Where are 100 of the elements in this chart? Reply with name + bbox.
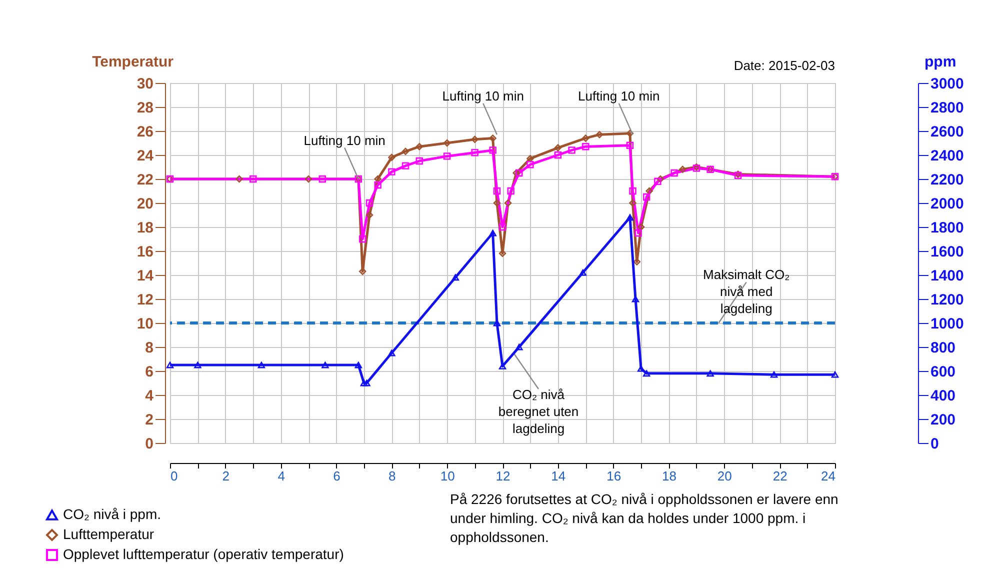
point — [831, 371, 839, 378]
point — [443, 152, 451, 160]
y-tick-label: 22 — [136, 172, 154, 188]
x-tick-label: 22 — [772, 468, 788, 484]
point — [489, 230, 496, 236]
y2-tick-label: 200 — [930, 412, 956, 428]
text: På 2226 forutsettes at CO₂ nivå i oppholdssonen er lavere enn under himling. CO₂ nivå kan da holdes under 1000 ppm. i oppholdssonen. — [450, 491, 838, 545]
point — [366, 211, 374, 219]
y2-tick-label: 2600 — [930, 124, 964, 140]
x-tick-label: 0 — [170, 468, 178, 484]
point — [516, 344, 523, 350]
y-tick-label: 4 — [145, 388, 154, 404]
y-tick-label: 26 — [136, 124, 154, 140]
point — [554, 151, 562, 159]
x-tick-label: 4 — [278, 468, 285, 484]
point — [493, 199, 501, 207]
point — [678, 166, 686, 174]
point — [388, 168, 396, 176]
y-axis-title: Temperatur — [92, 54, 174, 70]
point — [416, 157, 423, 165]
y-tick-label: 2 — [145, 412, 154, 428]
point — [489, 146, 496, 154]
point — [507, 187, 514, 195]
annotation: Lufting 10 min — [442, 88, 524, 104]
point — [656, 175, 664, 183]
point — [582, 142, 590, 150]
y2-tick-label: 2800 — [930, 100, 964, 116]
y-tick-label: 12 — [136, 292, 154, 308]
point — [626, 142, 634, 150]
legend-label: CO₂ nivå i ppm. — [63, 506, 162, 522]
point — [489, 134, 496, 142]
point — [498, 223, 506, 231]
annotation: Maksimalt CO₂ nivå med lagdeling — [702, 267, 790, 316]
point — [493, 187, 501, 195]
point — [304, 175, 312, 183]
point — [443, 139, 451, 147]
point — [504, 199, 512, 207]
x-tick-label: 18 — [662, 468, 676, 484]
point — [363, 380, 370, 386]
point — [388, 350, 396, 356]
y2-tick-label: 2000 — [930, 196, 964, 212]
point — [516, 169, 523, 177]
point — [416, 142, 423, 150]
y2-tick-label: 1800 — [930, 220, 964, 236]
y-tick-label: 24 — [136, 148, 154, 164]
x-tick-label: 14 — [551, 468, 566, 484]
point — [629, 199, 636, 207]
point — [250, 175, 257, 183]
x-tick-label: 2 — [222, 468, 230, 484]
point — [526, 154, 534, 162]
point — [471, 136, 478, 144]
y-tick-label: 14 — [136, 268, 154, 284]
point — [402, 148, 410, 156]
point — [258, 362, 266, 368]
x-tick-label: 8 — [388, 468, 396, 484]
point — [554, 144, 562, 152]
point — [670, 169, 678, 177]
point — [579, 269, 586, 276]
y2-tick-label: 0 — [930, 436, 939, 452]
point — [360, 380, 368, 386]
point — [634, 229, 642, 237]
y-tick-label: 6 — [145, 364, 154, 380]
point — [471, 148, 478, 156]
y2-tick-label: 1000 — [930, 316, 964, 332]
y2-tick-label: 800 — [930, 340, 956, 356]
point — [194, 362, 202, 368]
y-tick-label: 28 — [136, 100, 154, 116]
y-tick-label: 30 — [136, 76, 154, 92]
point — [706, 370, 714, 377]
x-tick-label: 20 — [717, 468, 732, 484]
y2-tick-label: 3000 — [930, 76, 964, 92]
y2-tick-label: 1400 — [930, 268, 964, 284]
x-tick-label: 6 — [333, 468, 340, 484]
y2-tick-label: 600 — [930, 364, 956, 380]
point — [374, 181, 382, 189]
point — [322, 362, 329, 368]
point — [582, 134, 590, 142]
y-tick-label: 10 — [136, 316, 154, 332]
point — [318, 175, 326, 183]
legend-label: Opplevet lufttemperatur (operativ temperatur) — [63, 546, 344, 562]
y2-tick-label: 1200 — [930, 292, 964, 308]
point — [637, 223, 645, 231]
annotation: CO₂ nivå beregnet uten lagdeling — [498, 387, 579, 436]
point — [646, 187, 653, 195]
point — [629, 187, 636, 195]
point — [366, 199, 374, 207]
point — [568, 146, 576, 154]
point — [626, 214, 634, 221]
point — [596, 130, 604, 138]
y-tick-label: 0 — [145, 436, 154, 452]
x-tick-label: 12 — [496, 468, 510, 484]
point — [236, 175, 243, 183]
point — [402, 162, 410, 170]
point — [166, 362, 174, 368]
point — [642, 193, 650, 201]
point — [526, 160, 534, 168]
point — [452, 274, 460, 281]
point — [512, 169, 520, 177]
legend-label: Lufttemperatur — [63, 526, 154, 542]
point — [633, 258, 640, 266]
